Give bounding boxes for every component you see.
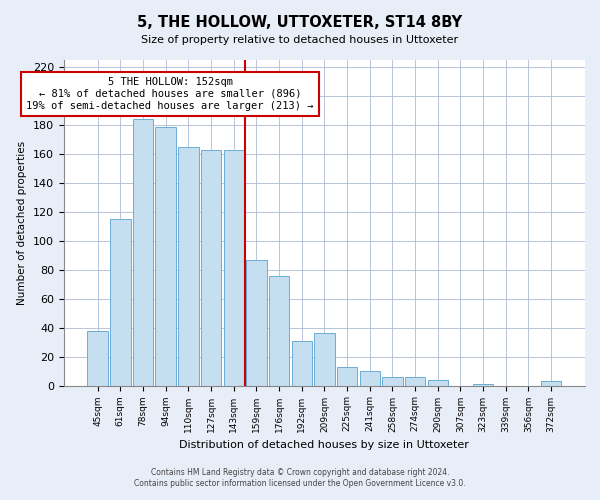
Bar — [269, 276, 289, 386]
Bar — [133, 120, 153, 386]
Text: 5, THE HOLLOW, UTTOXETER, ST14 8BY: 5, THE HOLLOW, UTTOXETER, ST14 8BY — [137, 15, 463, 30]
Bar — [88, 330, 108, 386]
Bar — [405, 377, 425, 386]
Bar — [292, 340, 312, 386]
Bar — [337, 367, 357, 386]
Bar — [224, 150, 244, 386]
Bar — [155, 126, 176, 386]
Bar — [541, 381, 562, 386]
Text: 5 THE HOLLOW: 152sqm
← 81% of detached houses are smaller (896)
19% of semi-deta: 5 THE HOLLOW: 152sqm ← 81% of detached h… — [26, 78, 314, 110]
Bar — [473, 384, 493, 386]
Y-axis label: Number of detached properties: Number of detached properties — [17, 140, 27, 305]
Bar — [201, 150, 221, 386]
Bar — [428, 380, 448, 386]
Bar — [314, 334, 335, 386]
X-axis label: Distribution of detached houses by size in Uttoxeter: Distribution of detached houses by size … — [179, 440, 469, 450]
Text: Contains HM Land Registry data © Crown copyright and database right 2024.
Contai: Contains HM Land Registry data © Crown c… — [134, 468, 466, 487]
Bar — [382, 377, 403, 386]
Bar — [110, 219, 131, 386]
Bar — [178, 147, 199, 386]
Bar — [359, 371, 380, 386]
Text: Size of property relative to detached houses in Uttoxeter: Size of property relative to detached ho… — [142, 35, 458, 45]
Bar — [246, 260, 266, 386]
